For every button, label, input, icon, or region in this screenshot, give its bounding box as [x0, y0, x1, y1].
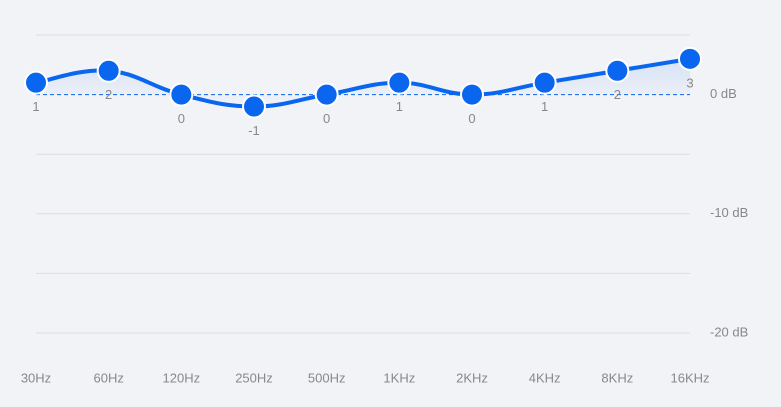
y-tick-label: -20 dB: [710, 324, 748, 339]
line: [34, 56, 692, 109]
data-label: 1: [396, 99, 403, 114]
x-tick-label: 250Hz: [235, 370, 273, 385]
point[interactable]: [24, 70, 48, 95]
point[interactable]: [678, 46, 702, 71]
point[interactable]: [605, 58, 630, 83]
y-tick-label: 0 dB: [710, 86, 737, 101]
x-tick-label: 500Hz: [308, 370, 346, 385]
point[interactable]: [460, 82, 484, 107]
x-tick-label: 1KHz: [383, 370, 415, 385]
y-tick-label: -10 dB: [710, 205, 748, 220]
data-label: -1: [248, 123, 260, 138]
x-tick-label: 8KHz: [601, 370, 633, 385]
data-label: 0: [323, 111, 330, 126]
point[interactable]: [242, 94, 266, 119]
data-label: 1: [541, 99, 548, 114]
line-area: [36, 58, 690, 107]
data-label: 0: [468, 111, 475, 126]
x-tick-label: 2KHz: [456, 370, 488, 385]
point[interactable]: [169, 82, 194, 107]
x-tick-label: 60Hz: [93, 370, 123, 385]
point[interactable]: [387, 70, 412, 95]
data-label: 2: [105, 87, 112, 102]
point[interactable]: [96, 58, 121, 83]
x-tick-label: 4KHz: [529, 370, 561, 385]
data-label: 0: [178, 111, 185, 126]
data-label: 1: [32, 99, 39, 114]
data-label: 2: [614, 87, 621, 102]
point[interactable]: [532, 70, 557, 95]
data-label: 3: [686, 75, 693, 90]
x-tick-label: 120Hz: [163, 370, 201, 385]
x-tick-label: 30Hz: [21, 370, 51, 385]
x-tick-label: 16KHz: [670, 370, 709, 385]
point[interactable]: [314, 82, 339, 107]
